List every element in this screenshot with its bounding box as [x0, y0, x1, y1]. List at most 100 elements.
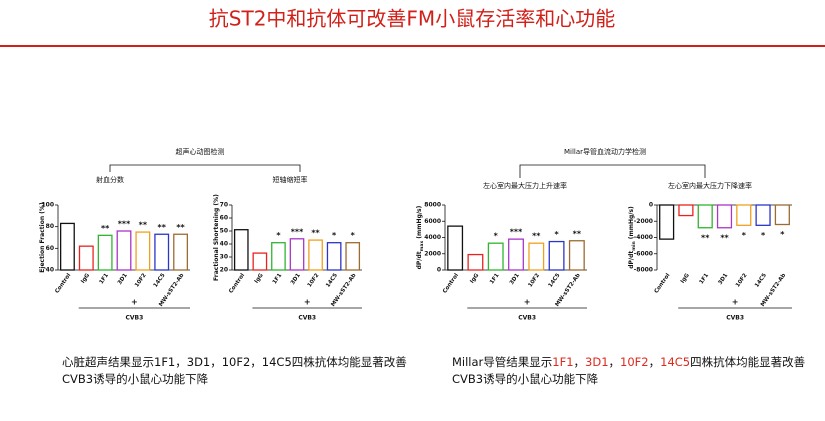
- bar: [467, 253, 484, 271]
- group-title: Millar导管血流动力学检测: [564, 147, 646, 156]
- treatment-sign: +: [131, 298, 138, 307]
- bar: [154, 233, 170, 271]
- significance-label: **: [176, 223, 185, 232]
- significance-label: *: [780, 230, 785, 239]
- bar: [271, 242, 286, 271]
- caption-line: 心脏超声结果显示1F1，3D1，10F2，14C5四株抗体均能显著改善: [62, 355, 407, 369]
- bar: [678, 204, 694, 217]
- x-tick-label: 10F2: [134, 272, 148, 288]
- treatment-sign: +: [732, 298, 739, 307]
- y-tick-label: 4000: [424, 234, 441, 241]
- bar: [736, 204, 752, 226]
- significance-label: **: [701, 233, 710, 242]
- bar: [233, 229, 249, 271]
- y-tick-label: -6000: [634, 250, 653, 257]
- significance-label: ***: [118, 220, 131, 229]
- treatment-sign: +: [524, 298, 531, 307]
- y-label-sub: min: [631, 241, 637, 250]
- x-tick-label: 14C5: [754, 272, 768, 288]
- y-tick-label: 50: [220, 228, 228, 235]
- significance-label: *: [351, 231, 356, 240]
- x-tick-label: 14C5: [325, 272, 339, 288]
- x-tick-label: IgG: [680, 272, 691, 284]
- caption-part: 3D1: [585, 355, 609, 369]
- caption-part: 10F2: [620, 355, 649, 369]
- y-tick-label: -8000: [634, 267, 653, 274]
- bar: [252, 252, 268, 271]
- treatment-name: CVB3: [298, 315, 316, 322]
- y-tick-label: 100: [41, 202, 54, 209]
- x-tick-label: IgG: [469, 272, 480, 284]
- caption-part: 14C5: [660, 355, 691, 369]
- caption-part: 四株抗体均能显著改善: [690, 355, 806, 369]
- caption-part: ，: [573, 355, 586, 369]
- x-tick-label: 1F1: [99, 272, 111, 285]
- slide-title: 抗ST2中和抗体可改善FM小鼠存活率和心功能: [209, 7, 615, 31]
- caption-left: 心脏超声结果显示1F1，3D1，10F2，14C5四株抗体均能显著改善 CVB3…: [62, 354, 407, 388]
- x-tick-label: 1F1: [489, 272, 501, 285]
- x-tick-label: Control: [654, 272, 672, 294]
- x-tick-label: 10F2: [735, 272, 749, 288]
- y-label-main: dP/dt: [628, 251, 635, 269]
- bar: [528, 242, 545, 271]
- y-tick-label: -2000: [634, 218, 653, 225]
- y-tick-label: 20: [220, 267, 228, 274]
- y-axis-label: Ejection Fraction (%): [39, 202, 46, 273]
- chart-title: 射血分数: [96, 175, 124, 184]
- y-axis-label: Fractional Shortening (%): [213, 194, 220, 281]
- significance-label: *: [276, 231, 281, 240]
- x-tick-label: 3D1: [290, 272, 302, 286]
- y-label-unit: (mmHg/s): [628, 206, 635, 239]
- bar: [548, 240, 565, 271]
- chart-title: 左心室内最大压力下降速率: [668, 181, 752, 190]
- significance-label: ***: [291, 227, 304, 236]
- treatment-sign: +: [304, 298, 311, 307]
- x-tick-label: 3D1: [117, 272, 129, 286]
- bar: [116, 230, 132, 271]
- y-tick-label: 60: [46, 245, 54, 252]
- significance-label: ***: [510, 228, 523, 237]
- x-tick-label: Control: [54, 272, 72, 294]
- x-tick-label: Control: [228, 272, 246, 294]
- bar: [289, 238, 305, 271]
- y-axis-label: dP/dtmax (mmHg/s): [416, 205, 425, 269]
- x-tick-label: 3D1: [717, 272, 729, 286]
- significance-label: **: [139, 221, 148, 230]
- group-title: 超声心动图检测: [176, 147, 225, 156]
- y-tick-label: 40: [220, 241, 228, 248]
- y-tick-label: 0: [649, 202, 653, 209]
- x-tick-label: 1F1: [699, 272, 711, 285]
- x-tick-label: IgG: [254, 272, 265, 284]
- caption-part: ，: [608, 355, 621, 369]
- bar: [135, 231, 151, 271]
- x-tick-label: 10F2: [307, 272, 321, 288]
- x-tick-label: 14C5: [153, 272, 167, 288]
- bar: [659, 204, 675, 240]
- y-tick-label: 30: [220, 254, 228, 261]
- y-label-main: Fractional Shortening (%): [213, 194, 220, 281]
- y-label-sub: max: [420, 241, 425, 252]
- x-tick-label: IgG: [80, 272, 91, 284]
- bar: [345, 242, 361, 271]
- y-axis-label: dP/dtmin (mmHg/s): [628, 206, 637, 269]
- bar: [326, 242, 342, 271]
- y-tick-label: 40: [46, 267, 54, 274]
- group-bracket: [519, 164, 706, 178]
- y-tick-label: 60: [220, 215, 228, 222]
- y-label-main: dP/dt: [416, 251, 423, 269]
- y-tick-label: -4000: [634, 234, 653, 241]
- significance-label: **: [720, 233, 729, 242]
- bar: [173, 233, 189, 271]
- bar: [508, 238, 524, 271]
- bar: [487, 242, 504, 271]
- bar: [697, 204, 713, 229]
- treatment-name: CVB3: [726, 315, 744, 322]
- chart-title: 左心室内最大压力上升速率: [483, 181, 567, 190]
- caption-part: 1F1: [552, 355, 574, 369]
- y-tick-label: 80: [46, 223, 54, 230]
- y-tick-label: 70: [220, 202, 228, 209]
- significance-label: **: [158, 223, 167, 232]
- caption-part: Millar导管结果显示: [452, 355, 553, 369]
